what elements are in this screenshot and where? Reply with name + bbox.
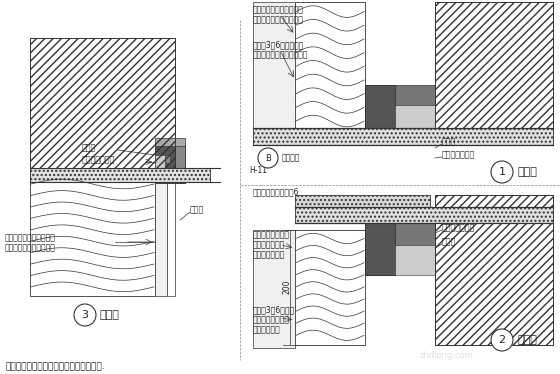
Bar <box>395 220 435 245</box>
Bar <box>155 176 167 296</box>
Bar <box>165 155 170 163</box>
Bar <box>253 230 295 348</box>
Text: 发泡聚氨酯灌缝: 发泡聚氨酯灌缝 <box>82 156 115 165</box>
Text: 密封膏: 密封膏 <box>442 138 456 147</box>
Bar <box>365 220 395 275</box>
Circle shape <box>74 304 96 326</box>
Text: 窗台抹面胶浆厚度＞6: 窗台抹面胶浆厚度＞6 <box>253 187 300 196</box>
Text: 2: 2 <box>498 335 506 345</box>
Bar <box>365 85 395 133</box>
Bar <box>295 195 430 209</box>
Text: 胶浆（中间压一层: 胶浆（中间压一层 <box>253 316 290 325</box>
Circle shape <box>491 161 513 183</box>
Text: 1: 1 <box>498 167 506 177</box>
Text: 窗上口: 窗上口 <box>517 167 537 177</box>
Text: 发泡聚氨酯灌缝: 发泡聚氨酯灌缝 <box>442 150 475 159</box>
Bar <box>435 195 553 345</box>
Text: 窗侧口: 窗侧口 <box>100 310 120 320</box>
Bar <box>365 128 435 140</box>
Bar <box>435 2 553 132</box>
Text: zhdlong.com: zhdlong.com <box>420 350 474 359</box>
Bar <box>155 138 185 146</box>
Text: 密封膏: 密封膏 <box>442 237 456 246</box>
Text: 3: 3 <box>82 310 88 320</box>
Bar <box>435 195 553 345</box>
Bar <box>253 2 295 132</box>
Text: H-11: H-11 <box>249 166 267 175</box>
Bar <box>395 85 435 105</box>
Text: 贴岩棉板（将翻包: 贴岩棉板（将翻包 <box>253 230 290 239</box>
Text: 密封膏: 密封膏 <box>82 144 96 153</box>
Text: （中间压一层玻纤网格布）: （中间压一层玻纤网格布） <box>253 50 309 59</box>
Bar <box>295 2 365 132</box>
Bar <box>30 168 210 182</box>
Text: 玻纤网格布）: 玻纤网格布） <box>253 325 281 334</box>
Text: 的玻纤网格布用: 的玻纤网格布用 <box>253 240 286 249</box>
Text: 贴岩棉板（将翻包的玻纤: 贴岩棉板（将翻包的玻纤 <box>253 6 304 15</box>
Text: 墙面抹3～6厚抹面胶浆: 墙面抹3～6厚抹面胶浆 <box>253 40 305 49</box>
Circle shape <box>258 148 278 168</box>
Bar <box>155 155 165 170</box>
Text: 密封膏: 密封膏 <box>190 205 204 215</box>
Bar <box>295 230 365 345</box>
Text: 网格布用抹面胶浆粘贴）: 网格布用抹面胶浆粘贴） <box>253 15 304 25</box>
Bar <box>175 145 185 183</box>
Text: 墙面抹3～6厚抹面: 墙面抹3～6厚抹面 <box>253 306 295 315</box>
Bar <box>435 2 553 132</box>
Text: 网格布用抹面胶浆粘贴）: 网格布用抹面胶浆粘贴） <box>5 243 56 252</box>
Bar <box>395 105 435 130</box>
Bar <box>30 38 175 176</box>
Text: 贴岩棉板（将翻包的玻纤: 贴岩棉板（将翻包的玻纤 <box>5 233 56 242</box>
Text: 发泡聚氨酯灌缝: 发泡聚氨酯灌缝 <box>442 224 475 233</box>
Bar <box>155 145 185 183</box>
Text: 注：外窗台排水坡顶应低于窗槛的泄水孔.: 注：外窗台排水坡顶应低于窗槛的泄水孔. <box>5 362 105 371</box>
Bar <box>30 38 175 176</box>
Text: 窗下口: 窗下口 <box>517 335 537 345</box>
Bar <box>395 245 435 275</box>
Text: 塑料滴水: 塑料滴水 <box>282 153 301 162</box>
Text: 200: 200 <box>282 280 292 294</box>
Bar <box>167 176 175 296</box>
Bar <box>253 128 553 145</box>
Text: 抹面胶浆粘贴）: 抹面胶浆粘贴） <box>253 251 286 260</box>
Text: B: B <box>265 153 271 162</box>
Circle shape <box>491 329 513 351</box>
Bar <box>30 176 155 296</box>
Bar <box>295 207 553 223</box>
